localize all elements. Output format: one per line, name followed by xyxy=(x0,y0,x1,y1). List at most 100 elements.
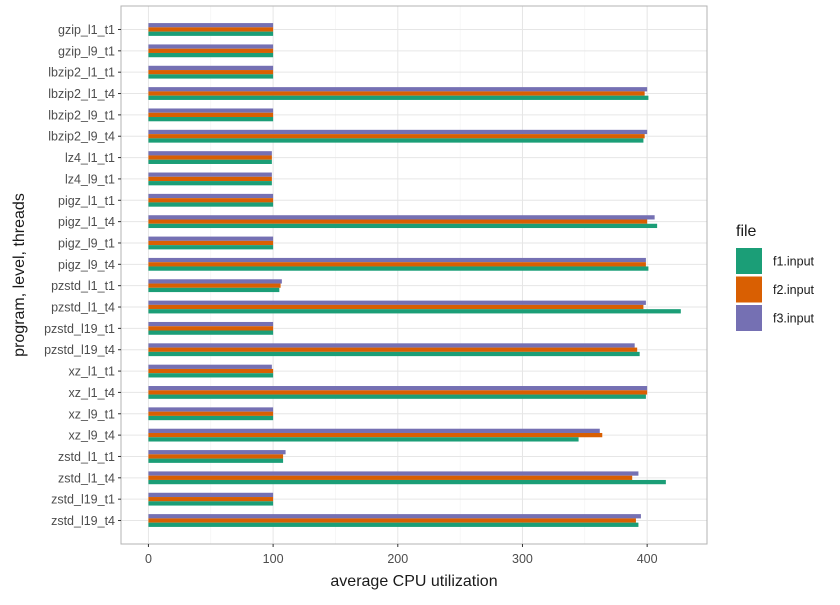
bar-lz4_l1_t1-f1-input xyxy=(148,159,272,164)
bar-lz4_l1_t1-f2-input xyxy=(148,155,272,160)
bar-lz4_l1_t1-f3-input xyxy=(148,151,272,156)
bar-pigz_l1_t4-f3-input xyxy=(148,215,655,220)
y-tick-label: lbzip2_l9_t1 xyxy=(48,108,115,122)
bar-zstd_l19_t4-f2-input xyxy=(148,518,636,523)
bar-pzstd_l19_t1-f2-input xyxy=(148,326,274,331)
y-tick-label: lz4_l9_t1 xyxy=(65,172,115,186)
plot-border xyxy=(120,5,708,545)
bar-xz_l1_t1-f1-input xyxy=(148,373,274,378)
y-tick-label: xz_l1_t4 xyxy=(68,386,115,400)
bar-zstd_l1_t1-f3-input xyxy=(148,450,286,455)
bar-gzip_l9_t1-f3-input xyxy=(148,44,274,49)
bar-lbzip2_l1_t4-f3-input xyxy=(148,87,648,92)
y-tick-label: pigz_l9_t1 xyxy=(58,236,115,250)
bar-gzip_l1_t1-f2-input xyxy=(148,27,274,32)
bar-lbzip2_l9_t1-f1-input xyxy=(148,117,274,122)
x-axis-title: average CPU utilization xyxy=(330,573,497,590)
bar-xz_l1_t1-f3-input xyxy=(148,364,272,369)
bar-pigz_l1_t4-f2-input xyxy=(148,219,648,224)
bar-xz_l9_t1-f1-input xyxy=(148,415,274,421)
y-axis: gzip_l1_t1 gzip_l9_t1 lbzip2_l1_t1 lbzip2_l… xyxy=(44,23,121,528)
bar-pzstd_l19_t1-f3-input xyxy=(148,321,274,327)
y-tick-label: xz_l9_t4 xyxy=(68,429,115,443)
y-tick-label: pzstd_l19_t4 xyxy=(44,343,115,357)
x-tick-label: 100 xyxy=(263,552,284,566)
bar-pzstd_l1_t4-f3-input xyxy=(148,300,646,305)
bar-xz_l1_t4-f1-input xyxy=(148,394,646,399)
y-tick-label: gzip_l9_t1 xyxy=(58,44,115,58)
bar-pigz_l9_t4-f1-input xyxy=(148,266,649,271)
bar-lbzip2_l1_t4-f1-input xyxy=(148,95,649,100)
y-tick-label: xz_l1_t1 xyxy=(68,365,115,379)
bar-xz_l9_t1-f3-input xyxy=(148,407,274,412)
bar-lz4_l9_t1-f2-input xyxy=(148,176,272,182)
bar-pigz_l1_t1-f1-input xyxy=(148,202,274,207)
bars-layer xyxy=(148,23,681,527)
bar-pigz_l1_t1-f2-input xyxy=(148,198,274,203)
bar-zstd_l19_t1-f3-input xyxy=(148,492,274,498)
x-tick-label: 300 xyxy=(512,552,533,566)
y-tick-label: zstd_l19_t4 xyxy=(51,514,115,528)
bar-lbzip2_l9_t1-f2-input xyxy=(148,112,274,118)
y-tick-label: zstd_l19_t1 xyxy=(51,493,115,507)
bar-pigz_l9_t1-f3-input xyxy=(148,236,274,241)
y-tick-label: pzstd_l1_t4 xyxy=(51,301,115,315)
bar-zstd_l19_t1-f1-input xyxy=(148,501,274,506)
bar-pzstd_l1_t4-f1-input xyxy=(148,309,681,314)
bar-lbzip2_l9_t1-f3-input xyxy=(148,108,274,113)
bar-pigz_l9_t4-f2-input xyxy=(148,262,646,267)
legend: file f1.input f2.input f3.input xyxy=(736,223,815,331)
legend-swatch-f3-input xyxy=(736,305,762,331)
legend-title: file xyxy=(736,223,757,240)
bar-pzstd_l19_t4-f3-input xyxy=(148,343,635,348)
bar-lbzip2_l9_t4-f1-input xyxy=(148,138,644,143)
bar-xz_l9_t4-f2-input xyxy=(148,432,603,438)
bar-lbzip2_l1_t4-f2-input xyxy=(148,91,645,96)
bar-pzstd_l19_t1-f1-input xyxy=(148,330,274,335)
legend-swatch-f1-input xyxy=(736,248,762,274)
y-tick-label: pzstd_l19_t1 xyxy=(44,322,115,336)
bar-pigz_l9_t1-f2-input xyxy=(148,240,274,246)
y-tick-label: pigz_l9_t4 xyxy=(58,258,115,272)
bar-zstd_l1_t1-f2-input xyxy=(148,454,284,459)
y-tick-label: lbzip2_l9_t4 xyxy=(48,130,115,144)
bar-zstd_l19_t4-f3-input xyxy=(148,514,641,519)
legend-swatch-f2-input xyxy=(736,276,762,303)
legend-label-f2-input: f2.input xyxy=(773,283,815,297)
bar-pzstd_l1_t1-f1-input xyxy=(148,287,280,293)
y-tick-label: zstd_l1_t1 xyxy=(58,450,115,464)
y-tick-label: lz4_l1_t1 xyxy=(65,151,115,165)
bar-pigz_l1_t4-f1-input xyxy=(148,223,658,229)
bar-xz_l9_t4-f1-input xyxy=(148,437,579,442)
bar-pzstd_l1_t4-f2-input xyxy=(148,304,644,310)
bar-xz_l1_t1-f2-input xyxy=(148,368,274,374)
bar-zstd_l1_t4-f3-input xyxy=(148,471,639,476)
bar-lbzip2_l9_t4-f2-input xyxy=(148,134,645,139)
x-tick-label: 400 xyxy=(637,552,658,566)
bar-zstd_l1_t4-f2-input xyxy=(148,475,633,480)
bar-zstd_l1_t1-f1-input xyxy=(148,458,284,463)
bar-zstd_l19_t4-f1-input xyxy=(148,522,639,527)
bar-xz_l1_t4-f2-input xyxy=(148,390,648,395)
y-tick-label: pigz_l1_t4 xyxy=(58,215,115,229)
bar-zstd_l19_t1-f2-input xyxy=(148,497,274,502)
bar-lbzip2_l1_t1-f1-input xyxy=(148,74,274,79)
y-tick-label: pzstd_l1_t1 xyxy=(51,279,115,293)
bar-pzstd_l1_t1-f3-input xyxy=(148,279,282,284)
y-tick-label: gzip_l1_t1 xyxy=(58,23,115,37)
legend-label-f1-input: f1.input xyxy=(773,255,815,269)
y-axis-title: program, level, threads xyxy=(11,193,28,357)
x-tick-label: 200 xyxy=(387,552,408,566)
bar-lz4_l9_t1-f1-input xyxy=(148,181,272,186)
bar-pigz_l1_t1-f3-input xyxy=(148,193,274,199)
bar-lz4_l9_t1-f3-input xyxy=(148,172,272,177)
y-tick-label: lbzip2_l1_t4 xyxy=(48,87,115,101)
bar-lbzip2_l1_t1-f2-input xyxy=(148,70,274,75)
x-tick-label: 0 xyxy=(145,552,152,566)
bar-gzip_l1_t1-f1-input xyxy=(148,31,274,36)
plot-background xyxy=(121,6,707,544)
bar-pzstd_l19_t4-f1-input xyxy=(148,351,640,357)
y-tick-label: zstd_l1_t4 xyxy=(58,471,115,485)
